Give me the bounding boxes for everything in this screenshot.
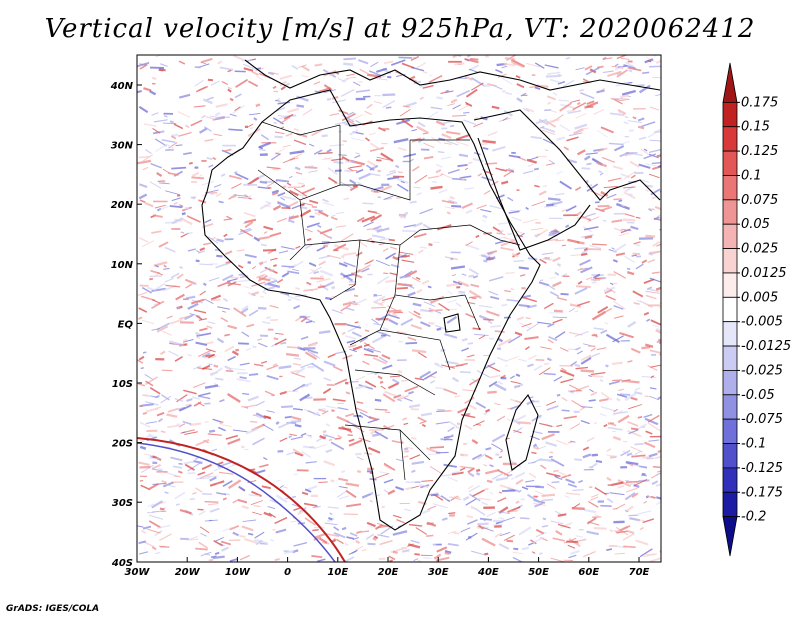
colorbar-swatch — [722, 321, 738, 347]
lat-tick-label: 10S — [112, 379, 133, 390]
colorbar-swatch — [722, 150, 738, 176]
lat-tick-label: 20S — [112, 439, 133, 450]
colorbar-label: 0.0125 — [741, 266, 787, 281]
map-plot-area — [136, 54, 662, 563]
colorbar-swatch — [722, 516, 738, 557]
colorbar-swatch — [722, 223, 738, 249]
lake-victoria — [443, 313, 461, 333]
lon-tick-label: 10W — [225, 567, 251, 578]
colorbar-label: -0.075 — [741, 412, 783, 427]
arabia-coastline — [473, 109, 661, 251]
colorbar-swatch — [722, 62, 738, 103]
colorbar-label: 0.1 — [741, 168, 762, 183]
colorbar-label: 0.05 — [741, 217, 770, 232]
colorbar-swatch — [722, 443, 738, 469]
colorbar-label: -0.025 — [741, 363, 783, 378]
colorbar-swatch — [722, 491, 738, 518]
lon-tick-label: 50E — [528, 567, 549, 578]
lat-tick-label: 40S — [111, 558, 133, 569]
latitude-axis: 40N 30N 20N 10N EQ 10S 20S 30S 40S — [110, 81, 142, 569]
colorbar-swatch — [722, 394, 738, 420]
lat-tick-label: 30N — [111, 141, 134, 152]
colorbar-label: -0.175 — [741, 485, 783, 500]
colorbar: 0.175 0.15 0.125 0.1 0.075 0.05 0.025 0.0125 0.0… — [722, 62, 791, 557]
colorbar-swatch — [722, 370, 738, 396]
colorbar-label: 0.175 — [741, 95, 778, 110]
lon-tick-label: 60E — [578, 567, 599, 578]
colorbar-label: -0.0125 — [741, 339, 791, 354]
lon-tick-label: 40E — [477, 567, 499, 578]
longitude-axis: 30W 20W 10W 0 10E 20E 30E 40E 50E 60E 70E — [125, 557, 650, 578]
colorbar-swatch — [722, 418, 738, 444]
africa-coastline — [201, 89, 541, 531]
chart-title: Vertical velocity [m/s] at 925hPa, VT: 2… — [44, 14, 756, 44]
lat-tick-label: 10N — [111, 260, 134, 271]
lon-tick-label: 10E — [327, 567, 348, 578]
colorbar-label: 0.005 — [741, 290, 778, 305]
lon-tick-label: 30E — [428, 567, 449, 578]
colorbar-label: 0.125 — [741, 144, 778, 159]
colorbar-label: 0.025 — [741, 242, 778, 257]
lon-tick-label: 70E — [629, 567, 650, 578]
colorbar-swatch — [722, 296, 738, 323]
grads-credit: GrADS: IGES/COLA — [6, 604, 100, 614]
colorbar-label: -0.2 — [741, 510, 766, 525]
colorbar-label: 0.15 — [741, 120, 770, 135]
colorbar-swatch — [722, 126, 738, 152]
colorbar-label: -0.1 — [741, 437, 766, 452]
europe-coastline — [244, 59, 661, 91]
lat-tick-label: 20N — [111, 200, 134, 211]
colorbar-swatch — [722, 175, 738, 201]
lon-tick-label: 0 — [284, 567, 291, 578]
colorbar-swatch — [722, 199, 738, 225]
colorbar-label: -0.05 — [741, 388, 775, 403]
lon-tick-label: 30W — [125, 567, 151, 578]
lon-tick-label: 20W — [175, 567, 201, 578]
colorbar-swatch — [722, 101, 738, 128]
lat-tick-label: 30S — [112, 498, 133, 509]
lon-tick-label: 20E — [378, 567, 399, 578]
lat-tick-label: EQ — [118, 319, 134, 330]
colorbar-label: 0.075 — [741, 193, 778, 208]
colorbar-swatch — [722, 345, 738, 371]
colorbar-label: -0.005 — [741, 315, 783, 330]
colorbar-swatch — [722, 467, 738, 493]
colorbar-swatch — [722, 248, 738, 274]
madagascar-coastline — [505, 393, 539, 471]
lat-tick-label: 40N — [110, 81, 134, 92]
colorbar-label: -0.125 — [741, 461, 783, 476]
colorbar-swatch — [722, 272, 738, 298]
country-borders — [257, 121, 521, 481]
